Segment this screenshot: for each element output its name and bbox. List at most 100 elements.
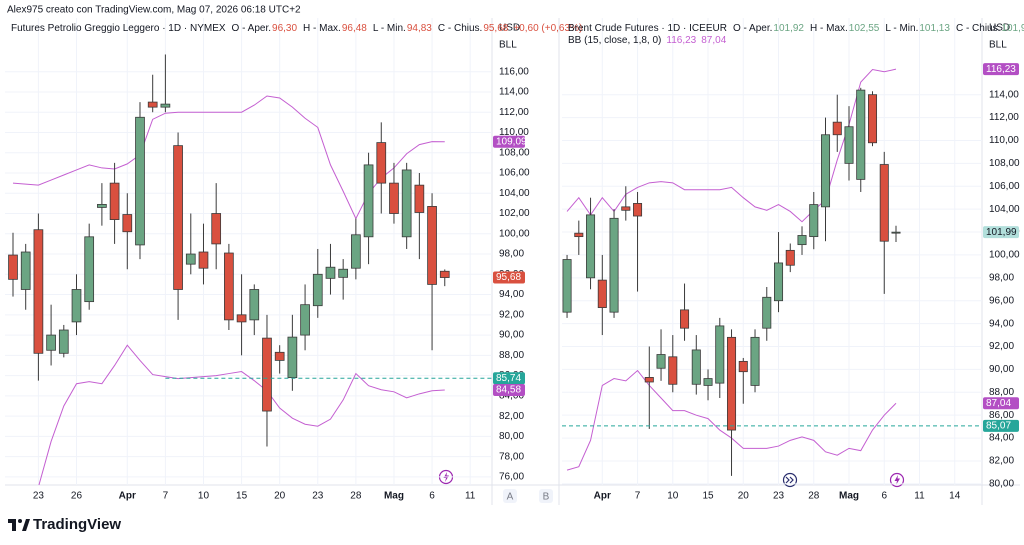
legend-ohlc-value: 101,99 <box>1001 23 1024 34</box>
plot-area <box>562 18 982 485</box>
candle-body <box>762 296 772 329</box>
candle-body <box>427 206 437 285</box>
price-label-bg <box>493 383 525 396</box>
candle-body <box>211 213 222 245</box>
price-label-bg <box>983 226 1019 239</box>
price-label: 95,68 <box>496 272 521 283</box>
candle-body <box>621 206 631 211</box>
candle-body <box>122 214 133 233</box>
candle-body <box>376 142 387 184</box>
panel-button-label[interactable]: A <box>507 492 514 503</box>
legend-title: Futures Petrolio Greggio Leggero · 1D · … <box>11 23 226 34</box>
y-tick-label: 96,00 <box>989 295 1014 306</box>
y-tick-label: 88,00 <box>499 350 524 361</box>
candle-body <box>680 309 690 329</box>
candle-body <box>287 336 298 379</box>
x-tick-label: 10 <box>667 491 679 502</box>
y-tick-label: 98,00 <box>989 272 1014 283</box>
legend-ohlc-label: L - Min. <box>373 23 406 34</box>
panel-button[interactable] <box>539 489 553 503</box>
x-tick-label: 6 <box>881 491 887 502</box>
x-tick-label: 23 <box>33 491 45 502</box>
candle-body <box>691 349 701 385</box>
y-tick-label: 94,00 <box>499 289 524 300</box>
x-tick-label: 28 <box>808 491 820 502</box>
y-tick-label: 116,00 <box>499 66 529 77</box>
x-tick-label: Mag <box>839 491 859 502</box>
candle-body <box>633 203 643 217</box>
price-label-bg <box>493 372 525 385</box>
candle-body <box>351 234 361 269</box>
candle-body <box>738 360 748 373</box>
candle-body <box>338 268 349 278</box>
legend-ohlc-label: H - Max. <box>303 23 341 34</box>
y-tick-label: 110,00 <box>499 127 529 138</box>
unit-label: BLL <box>499 40 517 51</box>
price-label: 87,04 <box>986 398 1011 409</box>
legend-ohlc-label: O - Aper. <box>733 23 772 34</box>
candle-body <box>71 289 82 323</box>
legend-ohlc-value: 94,83 <box>407 23 432 34</box>
candle-body <box>97 203 107 208</box>
legend-ohlc-value: 96,48 <box>342 23 367 34</box>
y-tick-label: 86,00 <box>989 410 1014 421</box>
legend-ohlc-value: 96,30 <box>272 23 297 34</box>
y-tick-label: 100,00 <box>989 250 1020 261</box>
x-tick-label: 15 <box>236 491 248 502</box>
band-lower <box>38 344 445 485</box>
legend-ohlc-value: 102,55 <box>849 23 880 34</box>
price-label-bg <box>493 135 525 148</box>
candle-body <box>363 164 374 238</box>
candle-body <box>249 289 260 321</box>
y-tick-label: 108,00 <box>499 147 530 158</box>
candle-body <box>703 378 713 386</box>
indicator-value: 87,04 <box>701 35 726 46</box>
y-tick-label: 80,00 <box>989 478 1014 489</box>
candle-body <box>891 231 901 234</box>
candle-body <box>597 279 607 308</box>
x-tick-label: 15 <box>702 491 714 502</box>
candle-body <box>668 356 678 385</box>
x-tick-label: 7 <box>635 491 641 502</box>
panel-button-label[interactable]: B <box>543 492 550 503</box>
legend-ohlc-label: C - Chius. <box>438 23 482 34</box>
candle-body <box>135 116 145 246</box>
event-icon[interactable] <box>889 472 905 488</box>
price-label-bg <box>983 419 1019 432</box>
indicator-name: BB (15, close, 1,8, 0) <box>568 35 661 46</box>
legend-ohlc-label: C - Chius. <box>956 23 1000 34</box>
y-tick-label: 76,00 <box>499 472 524 483</box>
y-tick-label: 78,00 <box>499 451 524 462</box>
candle-body <box>832 121 842 136</box>
y-tick-label: 90,00 <box>989 364 1014 375</box>
candle-body <box>401 169 412 238</box>
legend-ohlc-value: 95,68 <box>483 23 508 34</box>
panel-button[interactable] <box>503 489 517 503</box>
candle-body <box>809 204 819 238</box>
y-tick-label: 80,00 <box>499 431 524 442</box>
candle-body <box>84 236 95 303</box>
x-tick-label: Mag <box>384 491 404 502</box>
price-label: 85,07 <box>986 420 1011 431</box>
x-tick-label: 11 <box>465 491 476 502</box>
logo-mark <box>8 519 30 531</box>
candle-body <box>821 134 831 208</box>
event-icon[interactable] <box>782 472 798 488</box>
y-tick-label: 84,00 <box>989 433 1014 444</box>
x-tick-label: Apr <box>594 491 611 502</box>
candle-body <box>439 270 450 278</box>
currency-label: USD <box>499 23 520 34</box>
candle-body <box>844 126 854 164</box>
y-tick-label: 112,00 <box>989 112 1019 123</box>
x-tick-label: 23 <box>312 491 324 502</box>
candle-body <box>414 184 425 213</box>
x-tick-label: 20 <box>738 491 750 502</box>
legend: Brent Crude Futures · 1D · ICEEUR O - Ape… <box>568 23 1024 34</box>
y-tick-label: 106,00 <box>989 181 1020 192</box>
candle-body <box>185 253 196 265</box>
y-tick-label: 104,00 <box>989 204 1020 215</box>
plot-area <box>5 18 492 485</box>
y-tick-label: 104,00 <box>499 188 530 199</box>
y-tick-label: 84,00 <box>499 390 524 401</box>
y-tick-label: 92,00 <box>989 341 1014 352</box>
